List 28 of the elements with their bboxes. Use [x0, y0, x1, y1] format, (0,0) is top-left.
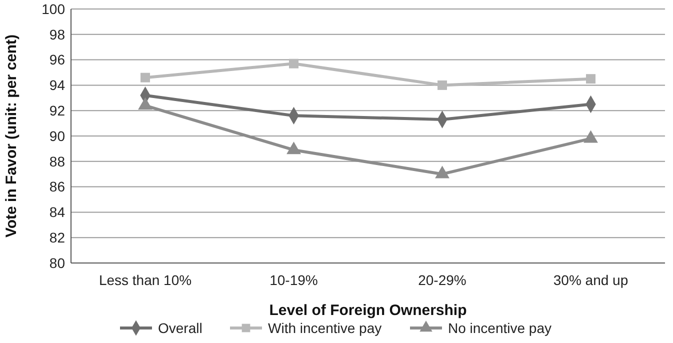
point: [438, 80, 447, 90]
point: [138, 97, 152, 110]
y-tick-label: 92: [49, 102, 66, 118]
y-axis-title: Vote in Favor (unit: per cent): [3, 34, 20, 238]
point: [584, 130, 598, 143]
y-tick-label: 88: [49, 153, 66, 170]
x-tick-label: 10-19%: [270, 272, 318, 288]
y-tick-label: 84: [49, 204, 66, 220]
y-tick-label: 94: [49, 77, 66, 94]
y-tick-label: 96: [49, 52, 66, 68]
point: [586, 74, 596, 84]
x-axis-title: Level of Foreign Ownership: [269, 302, 467, 319]
y-tick-label: 100: [42, 0, 66, 17]
point: [140, 72, 150, 82]
point: [289, 58, 298, 68]
x-tick-label: 30% and up: [553, 272, 628, 288]
y-tick-label: 80: [49, 254, 66, 271]
y-tick-label: 82: [49, 230, 66, 246]
legend-label: No incentive pay: [448, 320, 552, 336]
point: [435, 166, 450, 178]
legend-label: Overall: [158, 320, 202, 336]
y-tick-label: 90: [49, 128, 66, 144]
x-tick-label: 20-29%: [418, 272, 466, 288]
legend-label: With incentive pay: [268, 320, 382, 336]
x-tick-label: Less than 10%: [98, 272, 192, 288]
point: [286, 142, 301, 154]
y-tick-label: 86: [49, 178, 66, 195]
y-tick-label: 98: [49, 26, 66, 42]
